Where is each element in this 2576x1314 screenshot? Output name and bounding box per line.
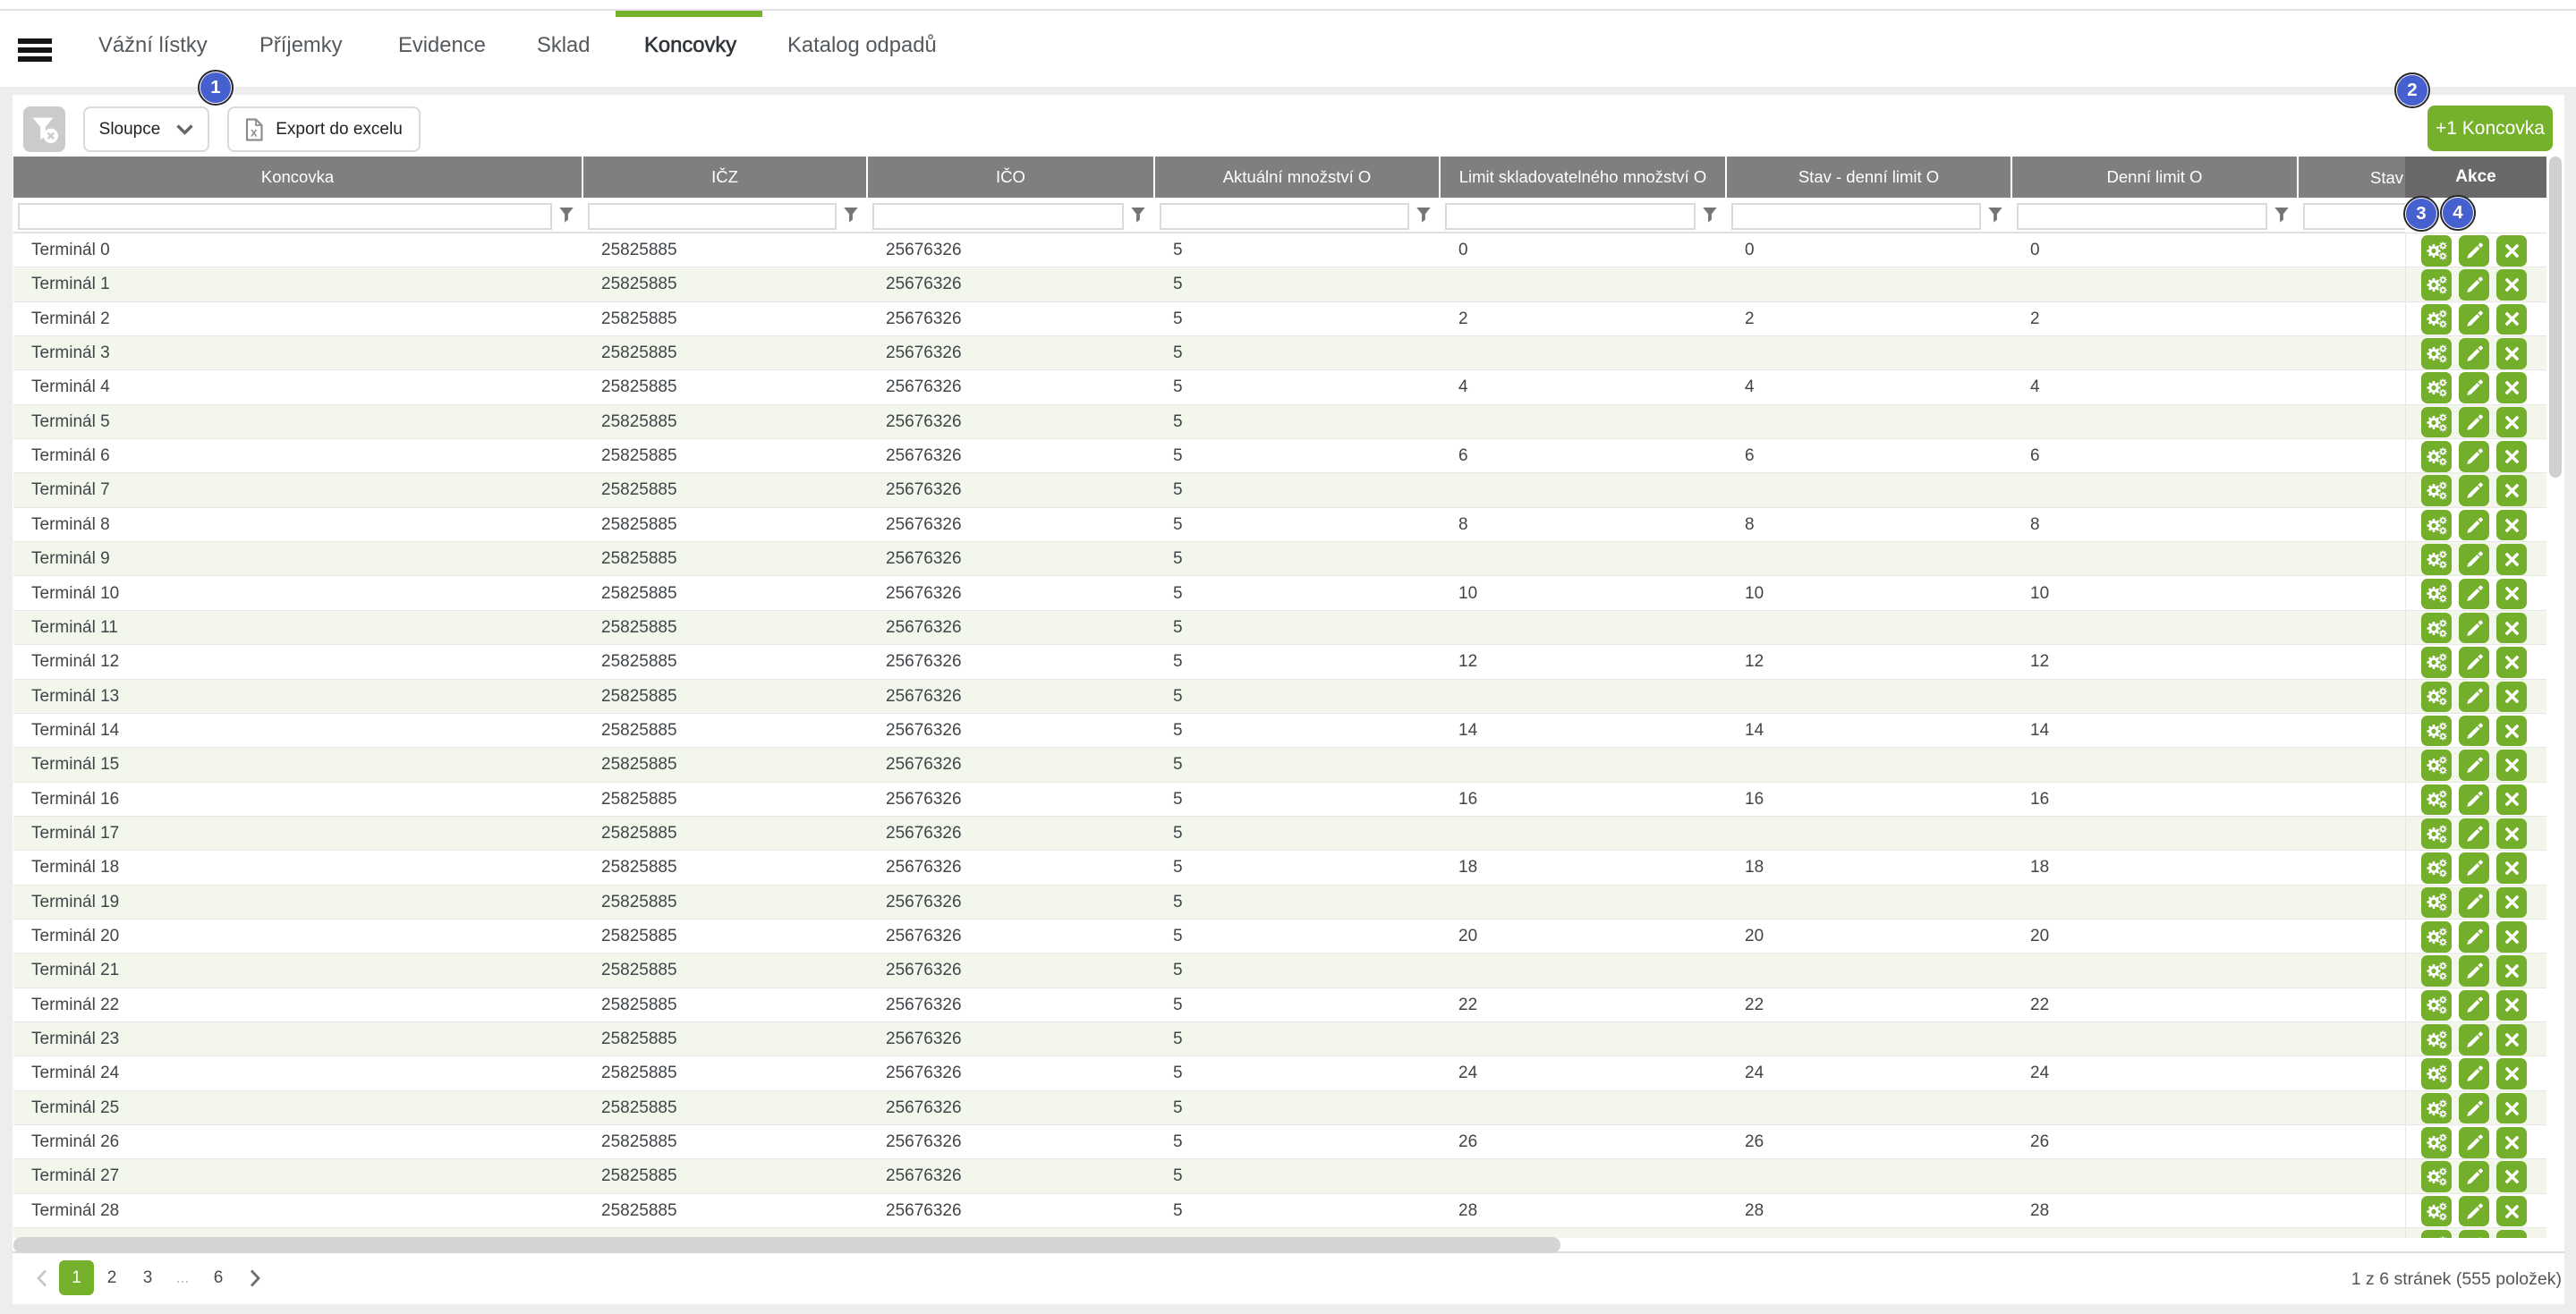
svg-text:x: x: [251, 125, 258, 139]
